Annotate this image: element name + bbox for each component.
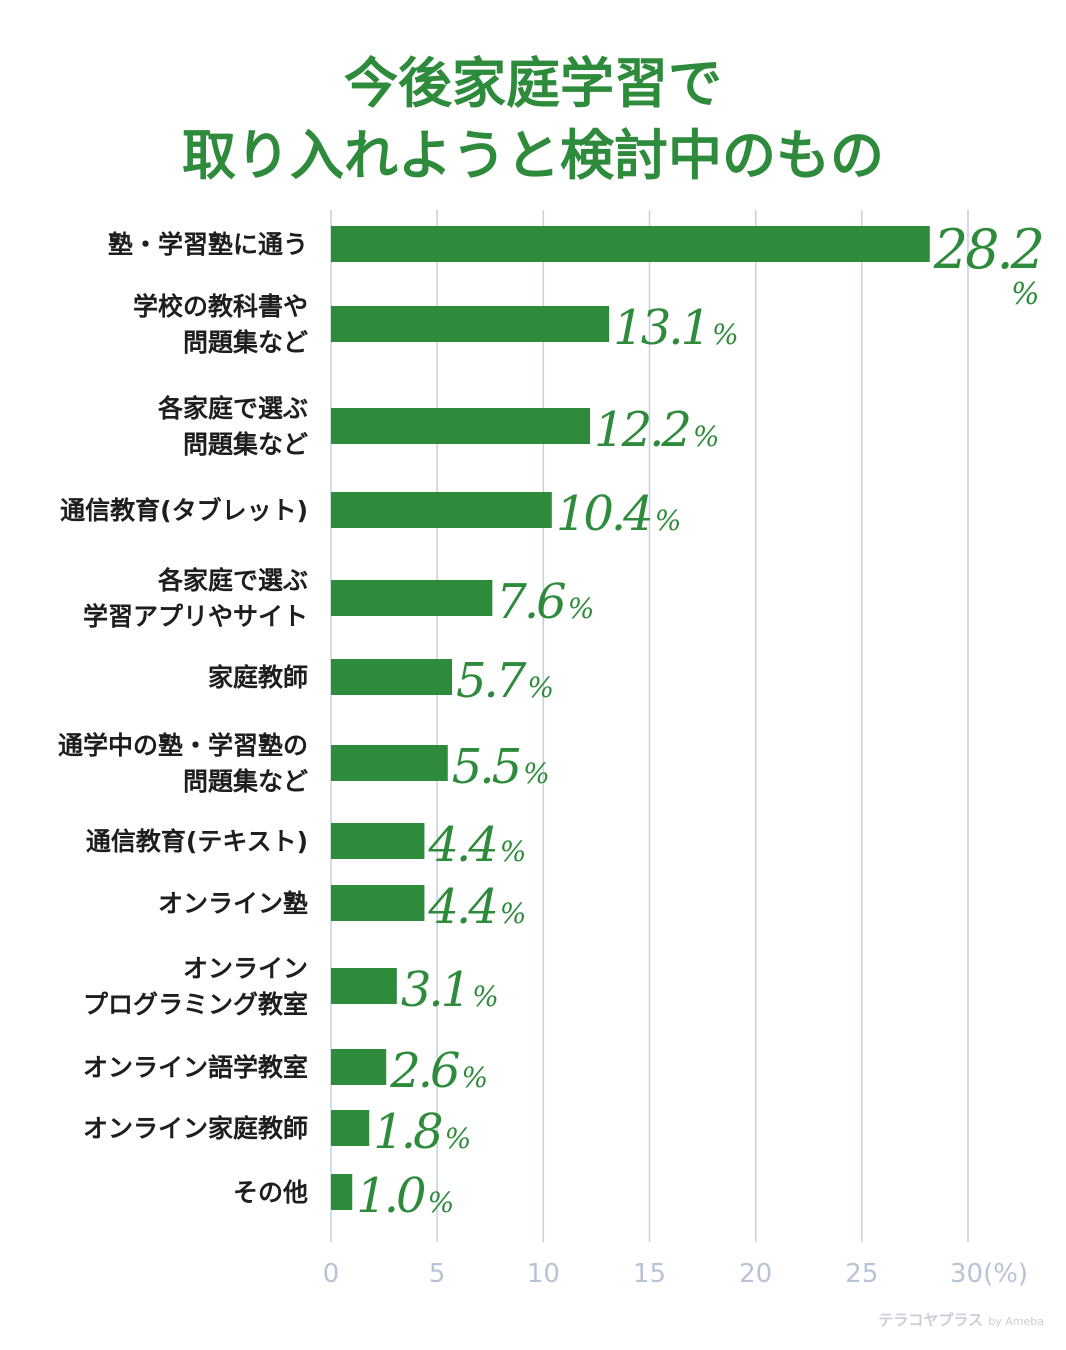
category-label: 学習アプリやサイト: [83, 602, 308, 631]
watermark-by: by Ameba: [988, 1315, 1044, 1328]
data-label: 4.4%: [427, 879, 524, 935]
bar: [331, 885, 424, 921]
category-label: オンライン家庭教師: [83, 1114, 308, 1143]
category-label: 問題集など: [183, 767, 308, 796]
data-label: 10.4%: [556, 486, 680, 542]
data-label: 5.5%: [452, 739, 548, 795]
x-tick-label: 15: [633, 1259, 666, 1289]
bar: [331, 1174, 352, 1210]
data-label: 7.6%: [496, 574, 592, 630]
data-label: 28.2: [933, 218, 1043, 281]
category-label: オンライン語学教室: [83, 1053, 308, 1082]
data-label: 4.4%: [427, 817, 524, 873]
category-label: 問題集など: [183, 430, 308, 459]
bar: [331, 823, 424, 859]
bar: [331, 1049, 386, 1085]
x-tick-label: 25: [845, 1259, 878, 1289]
category-label: 通信教育(タブレット): [60, 496, 308, 525]
category-label: その他: [233, 1178, 308, 1207]
data-label: 1.8%: [373, 1104, 469, 1160]
data-label: 3.1%: [401, 962, 497, 1018]
watermark: テラコヤプラス by Ameba: [878, 1309, 1044, 1330]
category-label: 塾・学習塾に通う: [108, 230, 308, 259]
category-label: 通学中の塾・学習塾の: [58, 731, 308, 760]
category-label: 各家庭で選ぶ: [157, 566, 308, 595]
category-label: オンライン: [183, 954, 308, 983]
x-tick-label: 20: [739, 1259, 772, 1289]
category-label: 問題集など: [183, 328, 308, 357]
x-tick-label: 10: [527, 1259, 560, 1289]
category-label: プログラミング教室: [83, 990, 308, 1019]
x-tick-label: 0: [323, 1259, 340, 1289]
data-label: 12.2%: [594, 402, 718, 458]
bar: [331, 226, 930, 262]
bar: [331, 745, 448, 781]
x-tick-label: 5: [429, 1259, 446, 1289]
bar: [331, 659, 452, 695]
bar: [331, 408, 590, 444]
data-label: 2.6%: [389, 1043, 486, 1099]
data-label: 5.7%: [456, 653, 552, 709]
category-label: 学校の教科書や: [133, 292, 308, 321]
category-label: 家庭教師: [208, 663, 308, 692]
bar: [331, 1110, 369, 1146]
bar: [331, 306, 609, 342]
bar-chart: 0 5 10 15 20 25 30(%) 塾・学習塾に通う 28.2% 学校の教科書や問題集など…: [0, 0, 1066, 1350]
bar: [331, 492, 552, 528]
category-label: オンライン塾: [158, 889, 308, 918]
watermark-text: テラコヤプラス: [878, 1311, 983, 1329]
data-label-suffix: %: [1011, 277, 1040, 312]
category-label: 通信教育(テキスト): [86, 827, 308, 856]
data-label: 1.0%: [356, 1168, 452, 1224]
data-label: 13.1%: [613, 300, 737, 356]
bar: [331, 580, 492, 616]
category-label: 各家庭で選ぶ: [157, 394, 308, 423]
x-tick-label: 30(%): [950, 1259, 1028, 1289]
bar: [331, 968, 397, 1004]
